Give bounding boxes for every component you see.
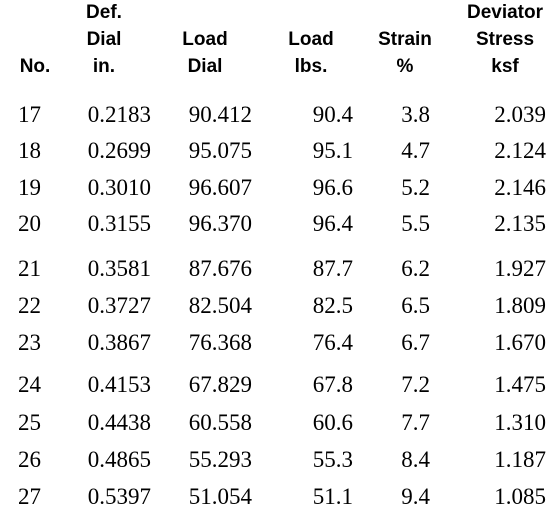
header-text: Load (288, 29, 333, 50)
cell-text: 23 (18, 330, 41, 355)
cell-text: 20 (18, 211, 41, 236)
cell-text: 0.3155 (88, 211, 151, 236)
cell-text: 96.4 (313, 211, 354, 236)
cell-text: 90.412 (189, 102, 252, 127)
cell-text: 1.809 (494, 293, 546, 318)
cell-text: 55.293 (189, 447, 252, 472)
cell-text: 8.4 (401, 447, 430, 472)
cell-text: 1.927 (494, 256, 546, 281)
cell-text: 2.039 (494, 102, 546, 127)
cell-text: 0.4438 (88, 410, 151, 435)
cell-text: 76.4 (313, 330, 354, 355)
cell-text: 6.7 (401, 330, 430, 355)
cell-text: 82.5 (313, 293, 353, 318)
cell-text: 0.2699 (88, 138, 151, 163)
cell-text: 76.368 (189, 330, 252, 355)
cell-text: 24 (18, 372, 42, 397)
cell-text: 19 (18, 175, 41, 200)
cell-text: 25 (18, 410, 41, 435)
cell-text: 96.607 (189, 175, 252, 200)
cell-text: 0.3010 (88, 175, 151, 200)
cell-text: 17 (18, 102, 41, 127)
cell-text: 60.558 (189, 410, 252, 435)
cell-text: 2.146 (494, 175, 546, 200)
cell-text: 95.075 (189, 138, 252, 163)
cell-text: 0.3867 (88, 330, 151, 355)
header-text: No. (20, 56, 51, 77)
cell-text: 0.3727 (88, 293, 151, 318)
cell-text: 55.3 (313, 447, 353, 472)
cell-text: 7.7 (401, 410, 430, 435)
cell-text: 26 (18, 447, 41, 472)
cell-text: 1.085 (494, 484, 546, 509)
cell-text: 7.2 (401, 372, 430, 397)
cell-text: 27 (18, 484, 41, 509)
cell-text: 0.2183 (88, 102, 151, 127)
header-text: Def. (86, 2, 122, 23)
cell-text: 6.5 (401, 293, 430, 318)
cell-text: 22 (18, 293, 41, 318)
cell-text: 0.4865 (88, 447, 151, 472)
cell-text: 2.124 (494, 138, 546, 163)
cell-text: 2.135 (494, 211, 546, 236)
cell-text: 18 (18, 138, 41, 163)
header-text: ksf (491, 56, 519, 77)
cell-text: 95.1 (313, 138, 353, 163)
cell-text: 87.676 (189, 256, 252, 281)
cell-text: 5.5 (401, 211, 430, 236)
header-text: Dial (87, 29, 122, 50)
header-text: Load (182, 29, 227, 50)
cell-text: 0.5397 (88, 484, 151, 509)
cell-text: 67.8 (313, 372, 353, 397)
cell-text: 0.4153 (88, 372, 151, 397)
cell-text: 1.670 (494, 330, 546, 355)
cell-text: 1.187 (494, 447, 546, 472)
cell-text: 4.7 (401, 138, 430, 163)
cell-text: 82.504 (189, 293, 253, 318)
cell-text: 96.370 (189, 211, 252, 236)
cell-text: 21 (18, 256, 41, 281)
header-text: Strain (378, 29, 432, 50)
cell-text: 5.2 (401, 175, 430, 200)
cell-text: 60.6 (313, 410, 353, 435)
cell-text: 87.7 (313, 256, 353, 281)
cell-text: 90.4 (313, 102, 354, 127)
header-text: Stress (476, 29, 534, 50)
cell-text: 3.8 (401, 102, 430, 127)
cell-text: 1.310 (494, 410, 546, 435)
header-text: Dial (188, 56, 223, 77)
cell-text: 9.4 (401, 484, 430, 509)
header-text: Deviator (467, 2, 544, 23)
cell-text: 67.829 (189, 372, 252, 397)
cell-text: 51.1 (313, 484, 353, 509)
cell-text: 6.2 (401, 256, 430, 281)
header-text: in. (93, 56, 115, 77)
cell-text: 1.475 (494, 372, 546, 397)
header-text: lbs. (295, 56, 328, 77)
header-text: % (397, 56, 414, 77)
cell-text: 96.6 (313, 175, 353, 200)
cell-text: 51.054 (189, 484, 253, 509)
cell-text: 0.3581 (88, 256, 151, 281)
